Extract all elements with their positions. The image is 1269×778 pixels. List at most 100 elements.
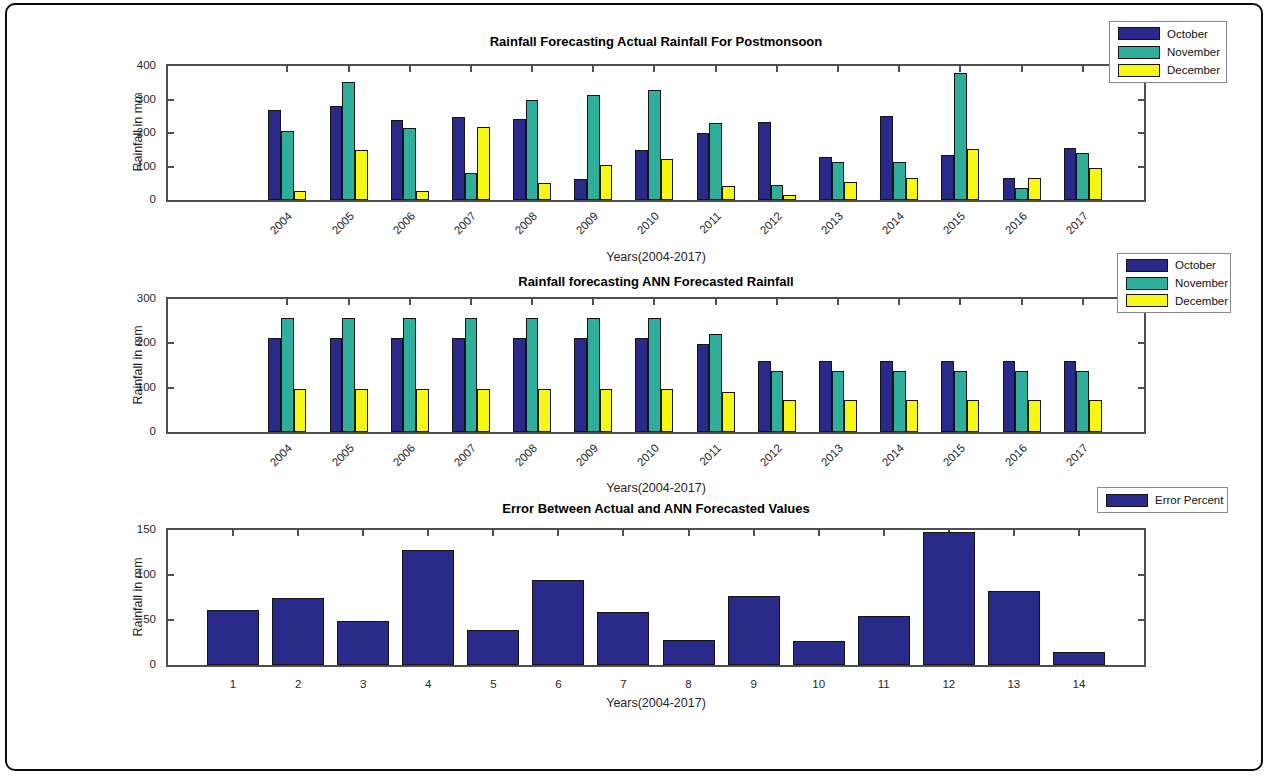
y-axis-label: Rainfall in mm [131,72,145,192]
x-tick-mark [1078,530,1080,536]
bar-october [1003,361,1016,432]
bar-december [722,392,735,432]
x-tick-label: 4 [403,678,453,690]
bar-october [330,106,343,200]
x-tick-mark [653,299,655,305]
bar-october [574,179,587,200]
plot-area [166,297,1146,434]
y-tick-label: 100 [100,381,156,393]
y-axis-label: Rainfall in mm [131,305,145,425]
bar-error-percent [402,550,454,665]
x-tick-mark [776,299,778,305]
bar-december [477,389,490,432]
bar-november [648,318,661,432]
bar-october [513,338,526,432]
bar-october [635,338,648,432]
x-tick-mark [898,66,900,72]
chart-title: Rainfall Forecasting Actual Rainfall For… [166,34,1146,49]
x-tick-mark [362,530,364,536]
x-tick-label: 5 [468,678,518,690]
x-tick-mark [1082,66,1084,72]
x-axis-label: Years(2004-2017) [166,250,1146,264]
legend-swatch-december [1118,64,1160,77]
x-tick-mark [898,299,900,305]
x-tick-mark [1021,299,1023,305]
x-tick-mark [776,66,778,72]
x-tick-mark [409,66,411,72]
x-tick-label: 9 [729,678,779,690]
legend-item: November [1118,277,1230,290]
bar-december [294,191,307,200]
bar-november [403,318,416,432]
x-tick-mark [883,530,885,536]
legend-item: December [1118,294,1230,307]
x-tick-mark [622,530,624,536]
bar-november [1076,371,1089,432]
bar-error-percent [597,612,649,665]
bar-october [758,361,771,432]
bar-december [538,389,551,432]
x-tick-mark [592,66,594,72]
y-tick-label: 400 [100,59,156,71]
bar-december [538,183,551,200]
x-tick-mark [1021,66,1023,72]
legend: Error Percent [1097,487,1228,513]
y-tick-mark [1138,342,1144,344]
legend-item: Error Percent [1098,494,1227,507]
y-tick-label: 200 [100,126,156,138]
x-tick-mark [753,530,755,536]
bar-october [452,338,465,432]
x-tick-label: 10 [794,678,844,690]
bar-december [844,182,857,200]
bar-error-percent [793,641,845,665]
bar-december [1028,178,1041,200]
bar-december [661,159,674,200]
legend-item: December [1110,64,1226,77]
x-tick-mark [959,66,961,72]
bar-error-percent [923,532,975,665]
bar-october [941,155,954,200]
y-tick-label: 0 [100,658,156,670]
x-tick-mark [1082,299,1084,305]
bar-error-percent [858,616,910,665]
bar-october [941,361,954,432]
chart-title: Error Between Actual and ANN Forecasted … [166,501,1146,516]
bar-october [697,133,710,200]
bar-november [771,185,784,200]
bar-october [391,338,404,432]
y-tick-mark [1138,619,1144,621]
bar-november [954,73,967,200]
x-tick-label: 12 [924,678,974,690]
chart-title: Rainfall forecasting ANN Forecasted Rain… [166,274,1146,289]
y-axis-label: Rainfall in mm [131,537,145,657]
plot-area [166,528,1146,667]
bar-error-percent [467,630,519,665]
bar-november [893,162,906,200]
bar-november [648,90,661,200]
bar-november [281,131,294,200]
x-tick-mark [348,66,350,72]
y-tick-label: 100 [100,568,156,580]
bar-december [783,400,796,432]
y-tick-mark [168,574,174,576]
x-tick-label: 2 [273,678,323,690]
bar-october [391,120,404,200]
bar-november [526,100,539,200]
x-tick-mark [837,66,839,72]
bar-november [893,371,906,432]
bar-october [697,344,710,432]
bar-october [1064,148,1077,200]
bar-december [661,389,674,432]
bar-november [1076,153,1089,200]
bar-december [967,400,980,432]
bar-november [709,334,722,432]
bar-november [342,318,355,432]
legend-label: October [1167,28,1208,40]
bar-october [819,361,832,432]
bar-error-percent [532,580,584,665]
bar-error-percent [1053,652,1105,666]
x-tick-label: 3 [338,678,388,690]
bar-error-percent [728,596,780,665]
bar-error-percent [272,598,324,666]
bar-october [268,110,281,200]
